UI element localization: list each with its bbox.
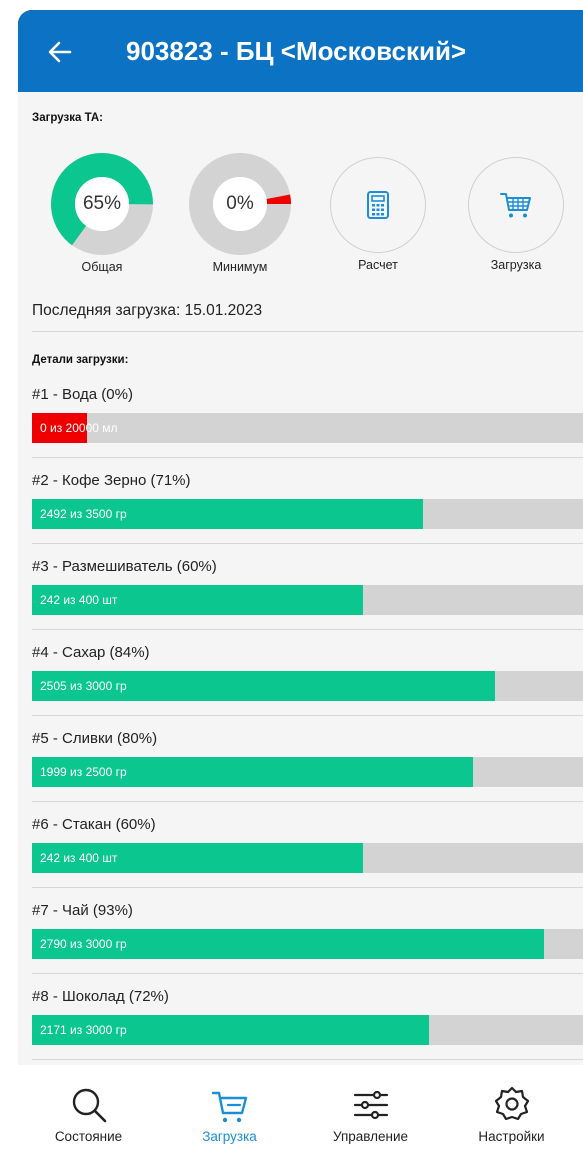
progress-bar-fill bbox=[32, 413, 88, 443]
progress-bar-fill bbox=[32, 1015, 429, 1045]
nav-control-label: Управление bbox=[332, 1129, 409, 1144]
app-screen: 903823 - БЦ <Московский> Загрузка ТА: 65… bbox=[18, 10, 583, 1150]
calc-caption: Расчет bbox=[358, 258, 398, 272]
nav-status[interactable]: Состояние bbox=[18, 1065, 159, 1150]
progress-bar-track: 2790 из 3000 гр bbox=[32, 929, 583, 959]
overall-gauge: 65% Общая bbox=[50, 152, 154, 274]
detail-item-label: #4 - Сахар (84%) bbox=[32, 644, 150, 661]
load-section-label: Загрузка ТА: bbox=[32, 112, 104, 124]
nav-settings-label: Настройки bbox=[478, 1129, 545, 1144]
divider bbox=[32, 331, 583, 332]
overall-ring bbox=[50, 153, 153, 255]
calculator-icon bbox=[367, 191, 389, 219]
divider bbox=[32, 801, 583, 802]
details-section-label: Детали загрузки: bbox=[32, 354, 129, 366]
calc-action[interactable]: Расчет bbox=[326, 152, 430, 272]
bottom-nav: Состояние Загрузка Управление bbox=[18, 1065, 583, 1150]
progress-bar-fill bbox=[32, 585, 363, 615]
progress-bar-track: 242 из 400 шт bbox=[32, 843, 583, 873]
load-action[interactable]: Загрузка bbox=[464, 152, 568, 272]
minimum-caption: Минимум bbox=[212, 260, 268, 274]
load-caption: Загрузка bbox=[490, 258, 542, 272]
progress-bar-text: 242 из 400 шт bbox=[40, 593, 118, 607]
overall-value: 65% bbox=[82, 193, 122, 214]
progress-bar-track: 2171 из 3000 гр bbox=[32, 1015, 583, 1045]
progress-bar-fill bbox=[32, 929, 545, 959]
progress-bar-text: 242 из 400 шт bbox=[40, 851, 118, 865]
progress-bar-text: 1999 из 2500 гр bbox=[40, 765, 127, 779]
minimum-ring bbox=[189, 153, 291, 255]
progress-bar-text: 2171 из 3000 гр bbox=[40, 1023, 127, 1037]
divider bbox=[32, 715, 583, 716]
progress-bar-fill bbox=[32, 671, 495, 701]
search-icon bbox=[72, 1088, 106, 1123]
progress-bar-text: 0 из 20000 мл bbox=[40, 421, 118, 435]
page-title: 903823 - БЦ <Московский> bbox=[126, 36, 467, 66]
progress-bar-track: 1999 из 2500 гр bbox=[32, 757, 583, 787]
progress-bar-fill bbox=[32, 843, 363, 873]
load-button[interactable] bbox=[468, 157, 564, 253]
progress-bar-text: 2790 из 3000 гр bbox=[40, 937, 127, 951]
detail-item-label: #1 - Вода (0%) bbox=[32, 386, 133, 403]
main-content: Загрузка ТА: 65% Общая 0% bbox=[18, 92, 583, 1065]
minimum-gauge: 0% Минимум bbox=[188, 152, 292, 274]
detail-item-label: #2 - Кофе Зерно (71%) bbox=[32, 472, 191, 489]
top-bar: 903823 - БЦ <Московский> bbox=[18, 10, 583, 92]
progress-bar-track: 242 из 400 шт bbox=[32, 585, 583, 615]
detail-item-label: #7 - Чай (93%) bbox=[32, 902, 133, 919]
detail-item-label: #8 - Шоколад (72%) bbox=[32, 988, 169, 1005]
nav-load[interactable]: Загрузка bbox=[159, 1065, 300, 1150]
divider bbox=[32, 457, 583, 458]
progress-bar-fill bbox=[32, 499, 424, 529]
progress-bar-track: 0 из 20000 мл bbox=[32, 413, 583, 443]
back-button[interactable] bbox=[40, 32, 80, 72]
cart-icon bbox=[500, 193, 531, 218]
nav-control[interactable]: Управление bbox=[300, 1065, 441, 1150]
progress-bar-text: 2505 из 3000 гр bbox=[40, 679, 127, 693]
divider bbox=[32, 629, 583, 630]
progress-bar-fill bbox=[32, 757, 473, 787]
cart-icon bbox=[211, 1091, 247, 1123]
progress-bar-track: 2492 из 3500 гр bbox=[32, 499, 583, 529]
nav-status-label: Состояние bbox=[54, 1129, 123, 1144]
arrow-left-icon bbox=[48, 41, 72, 63]
calc-button[interactable] bbox=[330, 157, 426, 253]
gear-icon bbox=[494, 1086, 529, 1121]
sliders-icon bbox=[353, 1090, 388, 1120]
minimum-value: 0% bbox=[226, 193, 254, 214]
divider bbox=[32, 543, 583, 544]
divider bbox=[32, 887, 583, 888]
nav-load-label: Загрузка bbox=[202, 1129, 257, 1144]
progress-bar-track: 2505 из 3000 гр bbox=[32, 671, 583, 701]
overall-caption: Общая bbox=[81, 260, 123, 274]
last-load-date: Последняя загрузка: 15.01.2023 bbox=[32, 302, 263, 319]
detail-item-label: #5 - Сливки (80%) bbox=[32, 730, 158, 747]
nav-settings[interactable]: Настройки bbox=[441, 1065, 582, 1150]
detail-item-label: #6 - Стакан (60%) bbox=[32, 816, 156, 833]
detail-item-label: #3 - Размешиватель (60%) bbox=[32, 558, 217, 575]
divider bbox=[32, 1059, 583, 1060]
progress-bar-text: 2492 из 3500 гр bbox=[40, 507, 127, 521]
divider bbox=[32, 973, 583, 974]
